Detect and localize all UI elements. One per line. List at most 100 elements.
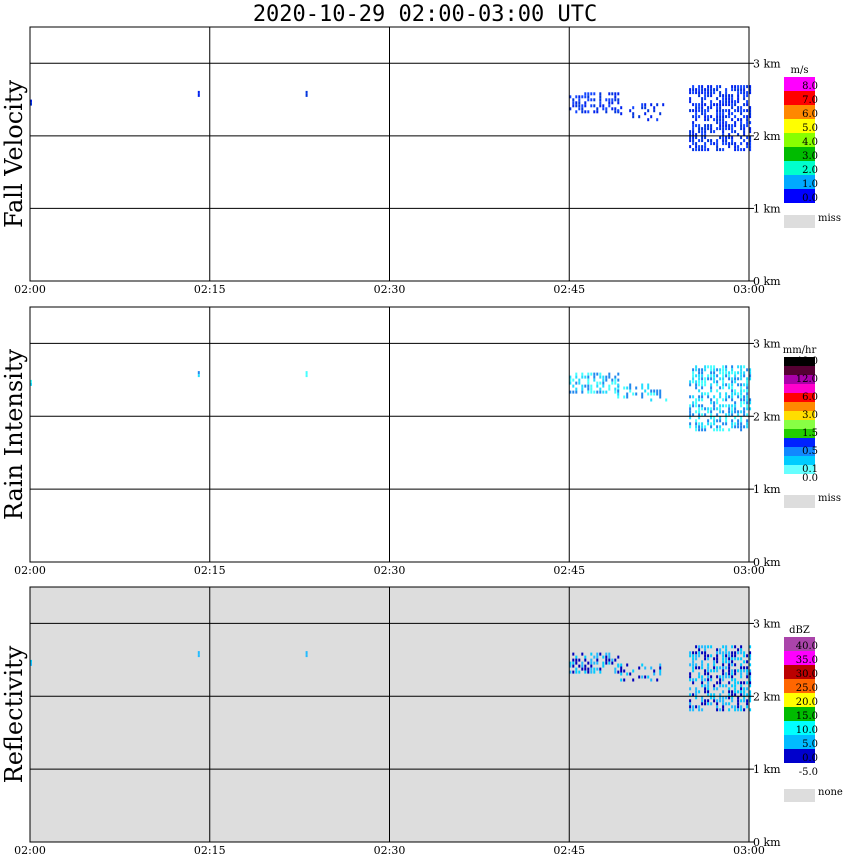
x-tick-label: 02:45	[553, 564, 585, 577]
echo-pixel	[725, 392, 728, 396]
echo-pixel	[716, 407, 719, 411]
echo-pixel	[698, 368, 701, 372]
echo-pixel	[608, 387, 611, 391]
echo-pixel	[587, 381, 590, 385]
echo-pixel	[722, 428, 725, 432]
echo-pixel	[737, 690, 740, 694]
echo-pixel	[701, 127, 704, 131]
echo-pixel	[584, 104, 587, 108]
echo-pixel	[584, 667, 587, 671]
echo-pixel	[731, 663, 734, 667]
echo-pixel	[746, 124, 749, 128]
echo-pixel	[719, 419, 722, 423]
echo-pixel	[689, 133, 692, 137]
echo-pixel	[698, 109, 701, 113]
x-tick-label: 02:45	[553, 844, 585, 857]
echo-pixel	[569, 390, 572, 394]
echo-pixel	[578, 95, 581, 99]
echo-pixel	[572, 98, 575, 102]
echo-pixel	[725, 109, 728, 113]
echo-pixel	[746, 699, 749, 703]
echo-pixel	[734, 380, 737, 384]
echo-pixel	[695, 115, 698, 119]
echo-pixel	[740, 85, 743, 89]
echo-pixel	[707, 88, 710, 92]
echo-pixel	[653, 106, 656, 110]
echo-pixel	[716, 699, 719, 703]
echo-pixel	[725, 422, 728, 426]
echo-pixel	[695, 145, 698, 149]
echo-pixel	[614, 670, 617, 674]
echo-pixel	[743, 148, 746, 152]
echo-pixel	[746, 398, 749, 402]
echo-pixel	[734, 148, 737, 152]
echo-pixel	[695, 705, 698, 709]
echo-pixel	[599, 92, 602, 96]
echo-pixel	[695, 401, 698, 405]
echo-pixel	[707, 91, 710, 95]
echo-pixel	[701, 368, 704, 372]
x-tick-label: 02:00	[14, 283, 46, 296]
echo-pixel	[743, 91, 746, 95]
echo-pixel	[698, 106, 701, 110]
echo-pixel	[740, 106, 743, 110]
echo-pixel	[740, 383, 743, 387]
echo-pixel	[689, 422, 692, 426]
echo-pixel	[596, 372, 599, 376]
colorbar-swatch	[784, 119, 815, 133]
echo-pixel	[602, 655, 605, 659]
echo-pixel	[737, 91, 740, 95]
echo-pixel	[743, 696, 746, 700]
echo-pixel	[722, 666, 725, 670]
echo-pixel	[710, 669, 713, 673]
echo-pixel	[695, 687, 698, 691]
echo-pixel	[743, 413, 746, 417]
echo-pixel	[707, 690, 710, 694]
echo-pixel	[713, 377, 716, 381]
echo-pixel	[728, 690, 731, 694]
echo-pixel	[587, 667, 590, 671]
echo-pixel	[710, 100, 713, 104]
echo-pixel	[749, 693, 752, 697]
echo-pixel	[731, 705, 734, 709]
echo-pixel	[611, 658, 614, 662]
echo-pixel	[719, 100, 722, 104]
echo-pixel	[695, 404, 698, 408]
echo-pixel	[695, 410, 698, 414]
echo-pixel	[725, 383, 728, 387]
echo-pixel	[749, 121, 752, 125]
echo-pixel	[746, 383, 749, 387]
echo-pixel	[689, 407, 692, 411]
echo-pixel	[692, 377, 695, 381]
echo-pixel	[734, 687, 737, 691]
echo-pixel	[734, 124, 737, 128]
echo-pixel	[578, 98, 581, 102]
echo-pixel	[599, 98, 602, 102]
echo-pixel	[584, 384, 587, 388]
echo-pixel	[722, 377, 725, 381]
echo-pixel	[725, 419, 728, 423]
echo-pixel	[731, 684, 734, 688]
echo-pixel	[719, 696, 722, 700]
echo-pixel	[725, 654, 728, 658]
echo-pixel	[659, 669, 662, 673]
echo-pixel	[719, 416, 722, 420]
echo-pixel	[704, 136, 707, 140]
echo-pixel	[722, 672, 725, 676]
echo-pixel	[692, 666, 695, 670]
echo-pixel	[701, 699, 704, 703]
echo-pixel	[749, 106, 752, 110]
echo-pixel	[710, 377, 713, 381]
echo-pixel	[698, 115, 701, 119]
echo-pixel	[749, 371, 752, 375]
echo-pixel	[692, 669, 695, 673]
echo-pixel	[638, 675, 641, 679]
echo-pixel	[641, 675, 644, 679]
colorbar-label: 20.0	[796, 697, 818, 708]
echo-pixel	[698, 413, 701, 417]
echo-pixel	[704, 380, 707, 384]
echo-pixel	[575, 95, 578, 99]
echo-pixel	[740, 371, 743, 375]
echo-pixel	[635, 386, 638, 390]
colorbar-swatch	[784, 665, 815, 679]
